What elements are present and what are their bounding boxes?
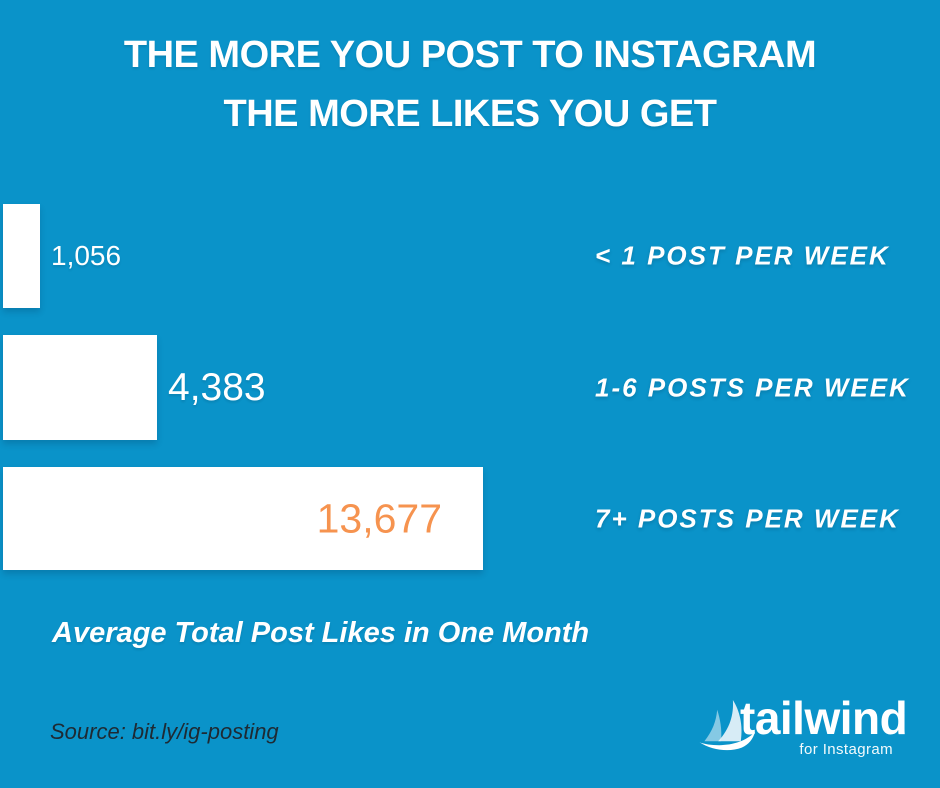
- axis-caption: Average Total Post Likes in One Month: [52, 617, 590, 649]
- value-label-4383: 4,383: [168, 365, 266, 409]
- title-line-1: THE MORE YOU POST TO INSTAGRAM: [123, 34, 817, 76]
- value-label-13677: 13,677: [316, 495, 442, 541]
- bar-1-6-posts: [3, 335, 157, 440]
- bar-less-than-1-post: [3, 204, 40, 308]
- page-title: THE MORE YOU POST TO INSTAGRAM THE MORE …: [0, 26, 940, 144]
- value-label-1056: 1,056: [51, 240, 122, 271]
- category-label-7-plus-posts: 7+ POSTS PER WEEK: [595, 503, 900, 533]
- tailwind-logo: tailwind for Instagram: [697, 693, 908, 763]
- tailwind-wordmark: tailwind: [740, 692, 908, 744]
- tailwind-sub-label: for Instagram: [799, 741, 893, 758]
- source-text: Source: bit.ly/ig-posting: [50, 719, 279, 744]
- sailboat-icon: [699, 699, 756, 751]
- category-label-less-than-1-post: < 1 POST PER WEEK: [595, 240, 890, 271]
- bar-row-less-than-1-post: 1,056 < 1 POST PER WEEK: [0, 204, 940, 308]
- title-line-2: THE MORE LIKES YOU GET: [223, 93, 717, 135]
- category-label-1-6-posts: 1-6 POSTS PER WEEK: [595, 372, 910, 402]
- bar-row-1-6-posts: 4,383 1-6 POSTS PER WEEK: [0, 335, 940, 440]
- bar-7-plus-posts: 13,677: [3, 467, 483, 570]
- bar-row-7-plus-posts: 13,677 7+ POSTS PER WEEK: [0, 467, 940, 570]
